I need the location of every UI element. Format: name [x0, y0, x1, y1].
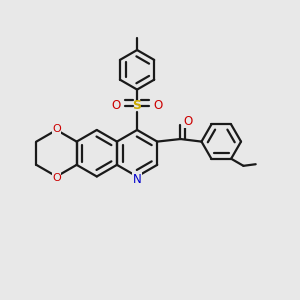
Text: O: O	[111, 99, 120, 112]
Text: O: O	[52, 173, 61, 183]
Text: O: O	[183, 115, 192, 128]
Text: N: N	[133, 172, 142, 186]
Text: O: O	[52, 124, 61, 134]
Text: S: S	[133, 99, 142, 112]
Text: O: O	[154, 99, 163, 112]
